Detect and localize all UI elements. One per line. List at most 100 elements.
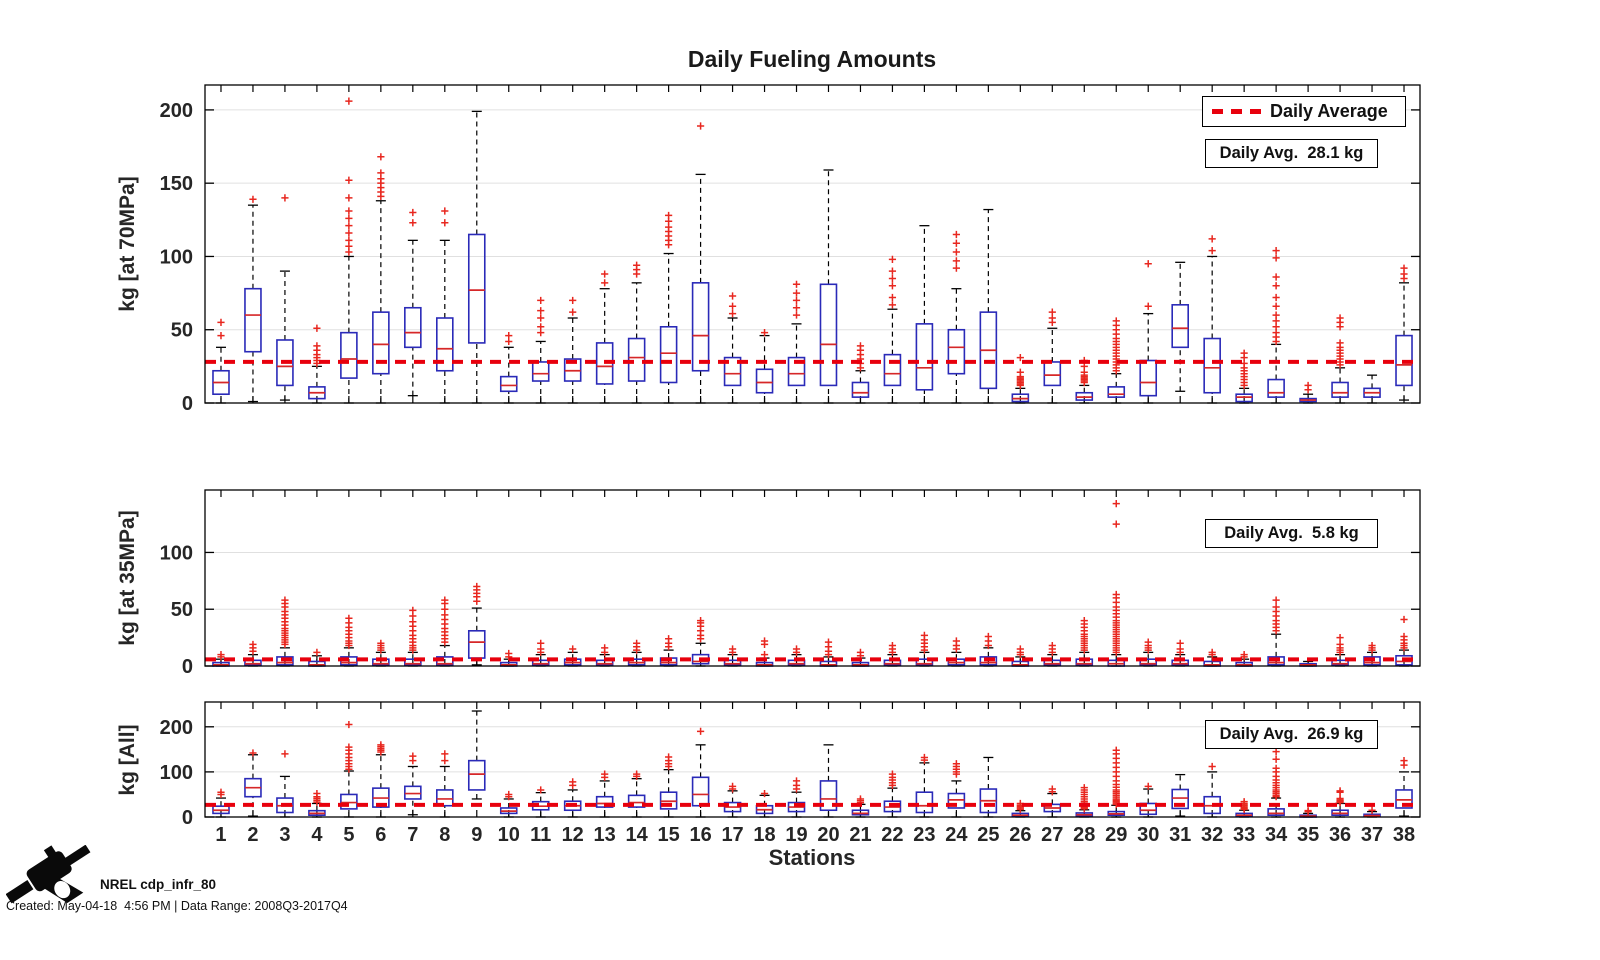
outlier-marker (569, 778, 577, 786)
outlier-marker (249, 640, 257, 649)
iqr-box (1267, 808, 1285, 816)
kg-at-35mpa-station-8-boxplot (436, 596, 454, 667)
iqr-box (851, 809, 870, 816)
outlier-marker (377, 153, 385, 161)
outlier-marker (792, 304, 801, 312)
outlier-marker (1272, 282, 1280, 290)
outlier-marker (952, 264, 960, 272)
iqr-box (723, 356, 742, 387)
outlier-marker (888, 255, 897, 263)
kg-all-station-27-boxplot (1043, 785, 1062, 818)
kg-at-35mpa-station-3-boxplot (276, 596, 294, 667)
outlier-marker (888, 267, 897, 275)
station-label: 15 (657, 824, 679, 846)
kg-all-station-19-boxplot (787, 777, 806, 818)
station-label: 22 (881, 824, 903, 846)
iqr-box (1203, 337, 1221, 394)
footer-brand: NREL cdp_infr_80 (100, 877, 217, 892)
kg-all-station-20-boxplot (819, 744, 838, 818)
kg-all-station-9-boxplot (467, 710, 486, 800)
outlier-marker (728, 645, 737, 653)
y-tick-label: 100 (160, 762, 193, 784)
station-label: 17 (721, 824, 743, 846)
outlier-marker (1016, 353, 1024, 362)
outlier-marker (537, 323, 545, 331)
iqr-box (915, 658, 934, 666)
outlier-marker (728, 302, 737, 310)
outlier-marker (792, 645, 801, 653)
outlier-marker (696, 616, 705, 625)
iqr-box (947, 328, 966, 375)
station-label: 1 (215, 824, 226, 846)
outlier-marker (601, 270, 609, 278)
kg-all-station-32-boxplot (1203, 762, 1221, 818)
kg-at-70mpa-station-30-boxplot (1139, 260, 1158, 404)
station-label: 16 (689, 824, 711, 846)
kg-at-35mpa-station-27-boxplot (1043, 641, 1062, 667)
kg-at-70mpa-station-4-boxplot (308, 324, 326, 404)
kg-at-70mpa-station-31-boxplot (1171, 261, 1189, 392)
outlier-marker (1144, 302, 1152, 310)
kg-at-35mpa-station-36-boxplot (1331, 634, 1349, 667)
outlier-marker (1272, 302, 1280, 310)
iqr-box (340, 331, 358, 379)
kg-at-70mpa-station-19-boxplot (787, 280, 806, 404)
kg-at-70mpa-station-23-boxplot (915, 225, 934, 404)
iqr-box (467, 233, 486, 344)
outlier-marker (760, 637, 769, 645)
outlier-marker (1400, 615, 1408, 624)
outlier-marker (1112, 317, 1120, 325)
iqr-box (436, 317, 454, 372)
outlier-marker (505, 331, 513, 340)
outlier-marker (728, 310, 737, 318)
legend-label: Daily Average (1270, 101, 1388, 121)
kg-at-70mpa-station-24-boxplot (947, 230, 966, 404)
iqr-box (531, 659, 550, 666)
iqr-box (755, 368, 774, 394)
outlier-marker (696, 122, 705, 130)
outlier-marker (1144, 638, 1152, 646)
outlier-marker (505, 649, 513, 658)
kg-all-station-3-boxplot (276, 750, 294, 818)
outlier-marker (313, 324, 321, 332)
iqr-box (404, 658, 422, 666)
outlier-marker (409, 752, 417, 760)
station-label: 26 (1009, 824, 1031, 846)
outlier-marker (1048, 785, 1056, 793)
iqr-box (499, 375, 518, 393)
panel-border (204, 84, 1421, 404)
outlier-marker (1400, 632, 1408, 641)
iqr-box (404, 306, 422, 349)
outlier-marker (952, 637, 960, 645)
iqr-box (915, 791, 934, 814)
station-label: 25 (977, 824, 999, 846)
iqr-box (691, 282, 710, 372)
kg-all-station-11-boxplot (531, 786, 550, 818)
outlier-marker (377, 741, 385, 749)
station-label: 30 (1137, 824, 1159, 846)
outlier-marker (345, 720, 353, 729)
kg-all-station-2-boxplot (244, 749, 262, 817)
outlier-marker (1240, 349, 1248, 357)
outlier-marker (345, 176, 353, 184)
outlier-marker (1272, 764, 1280, 772)
iqr-box (627, 794, 646, 808)
y-axis-label-35mpa: kg [at 35MPa] (116, 510, 139, 646)
outlier-marker (856, 795, 865, 803)
iqr-box (436, 789, 454, 807)
outlier-marker (441, 596, 449, 604)
nozzle-spout (6, 880, 34, 904)
outlier-marker (409, 219, 417, 227)
outlier-marker (728, 292, 737, 300)
y-tick-label: 200 (160, 100, 193, 122)
x-tick-labels: 1 2 3 4 5 6 7 8 9 10 11 12 13 14 15 16 17 18 19 20 21 22 23 24 2… (215, 824, 1415, 846)
outlier-marker (1048, 641, 1056, 650)
outlier-marker (888, 770, 897, 778)
outlier-marker (1336, 640, 1344, 649)
iqr-box (595, 795, 614, 808)
kg-at-70mpa-station-11-boxplot (531, 296, 550, 404)
station-label: 27 (1041, 824, 1063, 846)
iqr-box (819, 283, 838, 387)
outlier-marker (345, 743, 353, 751)
legend: Daily Average (1202, 96, 1406, 127)
